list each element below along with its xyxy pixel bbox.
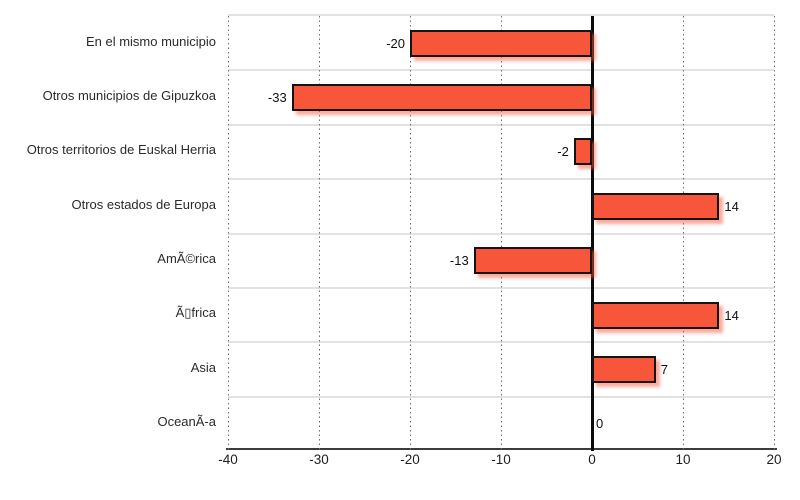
value-label: 14 [724,307,739,323]
gridline [227,16,229,451]
gridline [682,16,684,451]
category-label: En el mismo municipio [85,33,216,49]
category-label: Otros territorios de Euskal Herria [26,142,216,158]
category-label: Asia [190,359,216,375]
plot-area: -20 -33 -2 14 -13 14 7 0 [227,14,775,451]
bar [410,29,592,57]
gridline [409,16,411,451]
zero-baseline [590,16,594,451]
value-label: -2 [557,144,569,160]
x-tick-label: 20 [766,452,782,467]
value-label: -33 [267,90,287,106]
value-label: 14 [724,198,739,214]
category-label: Otros estados de Europa [71,196,216,212]
x-axis-line [226,448,777,450]
x-tick-label: -20 [400,452,420,467]
x-tick-label: 10 [675,452,691,467]
value-label: 0 [596,416,604,432]
x-tick-label: 0 [588,452,596,467]
category-label: Otros municipios de Gipuzkoa [42,88,216,104]
bar [291,84,592,112]
y-axis-category-labels: En el mismo municipio Otros municipios de… [0,14,222,449]
bar [592,355,656,383]
gridline [500,16,502,451]
category-label: Ã▯frica [175,305,216,321]
bar [592,301,720,329]
bar [473,247,592,275]
bar [573,138,592,166]
gridline [318,16,320,451]
value-label: -13 [449,253,469,269]
x-tick-label: -30 [309,452,329,467]
value-label: -20 [386,35,405,51]
category-label: OceanÃ-a [157,414,216,430]
x-tick-label: -40 [218,452,238,467]
category-label: AmÃ©rica [157,251,216,267]
x-tick-label: -10 [491,452,511,467]
bar [592,192,720,220]
value-label: 7 [660,361,668,377]
gridline [773,16,775,451]
x-axis-tick-labels: -40 -30 -20 -10 0 10 20 [0,452,800,472]
